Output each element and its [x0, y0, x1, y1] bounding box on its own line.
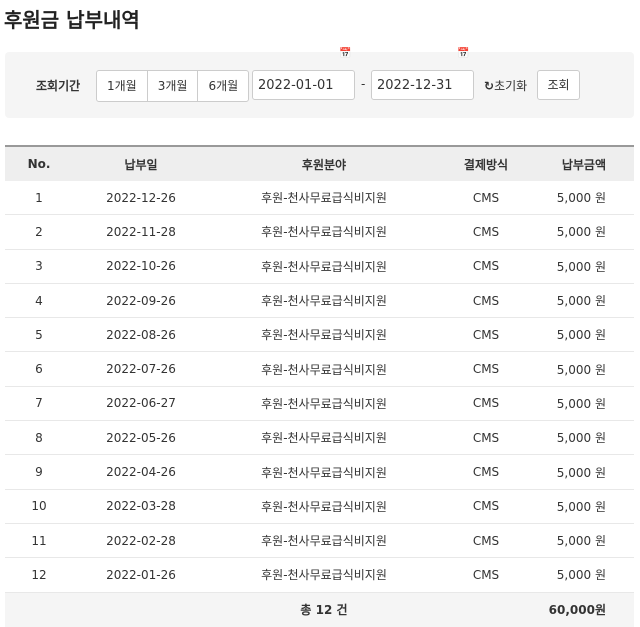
row-date: 2022-05-26: [73, 420, 209, 456]
row-amount: 5,000 원: [533, 181, 634, 216]
row-payment-method: CMS: [439, 317, 533, 353]
row-amount: 5,000 원: [533, 317, 634, 353]
row-amount: 5,000 원: [533, 489, 634, 524]
row-payment-method: CMS: [439, 523, 533, 559]
calendar-icon[interactable]: 📅: [339, 48, 352, 59]
row-payment-method: CMS: [439, 181, 533, 216]
row-amount: 5,000 원: [533, 249, 634, 284]
row-no: 10: [5, 489, 73, 524]
header-no: No.: [5, 146, 73, 181]
row-no: 12: [5, 557, 73, 593]
table-row: 6 2022-07-26 후원-천사무료급식비지원 CMS 5,000 원: [5, 351, 634, 387]
reset-button[interactable]: ↻초기화: [484, 77, 527, 94]
row-category: 후원-천사무료급식비지원: [209, 283, 439, 319]
row-category: 후원-천사무료급식비지원: [209, 489, 439, 524]
row-no: 5: [5, 317, 73, 353]
table-footer-row: 총 12 건 60,000원: [5, 592, 634, 627]
row-category: 후원-천사무료급식비지원: [209, 317, 439, 353]
row-date: 2022-03-28: [73, 489, 209, 524]
period-button-group: 1개월 3개월 6개월: [96, 70, 250, 102]
row-payment-method: CMS: [439, 489, 533, 524]
row-category: 후원-천사무료급식비지원: [209, 454, 439, 490]
period-3-month-button[interactable]: 3개월: [148, 71, 199, 101]
total-count: 총 12 건: [209, 592, 439, 627]
table-row: 5 2022-08-26 후원-천사무료급식비지원 CMS 5,000 원: [5, 317, 634, 353]
row-payment-method: CMS: [439, 386, 533, 422]
row-payment-method: CMS: [439, 557, 533, 593]
search-button[interactable]: 조회: [537, 70, 580, 100]
row-amount: 5,000 원: [533, 523, 634, 559]
row-amount: 5,000 원: [533, 283, 634, 319]
row-amount: 5,000 원: [533, 557, 634, 593]
row-payment-method: CMS: [439, 283, 533, 319]
header-date: 납부일: [73, 146, 209, 181]
row-amount: 5,000 원: [533, 214, 634, 250]
row-amount: 5,000 원: [533, 454, 634, 490]
date-separator: -: [361, 77, 366, 91]
row-category: 후원-천사무료급식비지원: [209, 214, 439, 250]
row-category: 후원-천사무료급식비지원: [209, 181, 439, 216]
table-row: 1 2022-12-26 후원-천사무료급식비지원 CMS 5,000 원: [5, 181, 634, 216]
table-row: 11 2022-02-28 후원-천사무료급식비지원 CMS 5,000 원: [5, 523, 634, 559]
row-no: 2: [5, 214, 73, 250]
period-1-month-button[interactable]: 1개월: [97, 71, 148, 101]
row-no: 3: [5, 249, 73, 284]
row-payment-method: CMS: [439, 454, 533, 490]
row-payment-method: CMS: [439, 420, 533, 456]
row-category: 후원-천사무료급식비지원: [209, 386, 439, 422]
row-no: 8: [5, 420, 73, 456]
row-date: 2022-11-28: [73, 214, 209, 250]
row-category: 후원-천사무료급식비지원: [209, 420, 439, 456]
row-amount: 5,000 원: [533, 386, 634, 422]
table-row: 8 2022-05-26 후원-천사무료급식비지원 CMS 5,000 원: [5, 420, 634, 456]
row-date: 2022-09-26: [73, 283, 209, 319]
row-no: 9: [5, 454, 73, 490]
row-date: 2022-02-28: [73, 523, 209, 559]
row-payment-method: CMS: [439, 249, 533, 284]
header-payment-method: 결제방식: [439, 146, 533, 181]
payment-table: No. 납부일 후원분야 결제방식 납부금액 1 2022-12-26 후원-천사무…: [5, 145, 634, 627]
row-category: 후원-천사무료급식비지원: [209, 351, 439, 387]
row-no: 4: [5, 283, 73, 319]
end-date-input[interactable]: [371, 70, 474, 100]
table-row: 2 2022-11-28 후원-천사무료급식비지원 CMS 5,000 원: [5, 214, 634, 250]
refresh-icon: ↻: [484, 79, 495, 93]
row-no: 1: [5, 181, 73, 216]
header-amount: 납부금액: [533, 146, 634, 181]
row-category: 후원-천사무료급식비지원: [209, 557, 439, 593]
table-row: 12 2022-01-26 후원-천사무료급식비지원 CMS 5,000 원: [5, 557, 634, 593]
row-no: 11: [5, 523, 73, 559]
total-amount: 60,000원: [533, 592, 634, 627]
row-date: 2022-07-26: [73, 351, 209, 387]
row-amount: 5,000 원: [533, 420, 634, 456]
page-title: 후원금 납부내역: [4, 8, 140, 32]
reset-label: 초기화: [494, 79, 528, 93]
row-no: 6: [5, 351, 73, 387]
row-date: 2022-12-26: [73, 181, 209, 216]
table-row: 4 2022-09-26 후원-천사무료급식비지원 CMS 5,000 원: [5, 283, 634, 319]
row-amount: 5,000 원: [533, 351, 634, 387]
table-row: 10 2022-03-28 후원-천사무료급식비지원 CMS 5,000 원: [5, 489, 634, 524]
table-row: 3 2022-10-26 후원-천사무료급식비지원 CMS 5,000 원: [5, 249, 634, 284]
header-category: 후원분야: [209, 146, 439, 181]
calendar-icon[interactable]: 📅: [457, 48, 470, 59]
table-row: 9 2022-04-26 후원-천사무료급식비지원 CMS 5,000 원: [5, 454, 634, 490]
row-date: 2022-10-26: [73, 249, 209, 284]
row-date: 2022-08-26: [73, 317, 209, 353]
table-row: 7 2022-06-27 후원-천사무료급식비지원 CMS 5,000 원: [5, 386, 634, 422]
row-no: 7: [5, 386, 73, 422]
row-category: 후원-천사무료급식비지원: [209, 249, 439, 284]
row-payment-method: CMS: [439, 214, 533, 250]
row-category: 후원-천사무료급식비지원: [209, 523, 439, 559]
row-payment-method: CMS: [439, 351, 533, 387]
table-header-row: No. 납부일 후원분야 결제방식 납부금액: [5, 146, 634, 181]
period-label: 조회기간: [36, 79, 81, 93]
row-date: 2022-01-26: [73, 557, 209, 593]
row-date: 2022-06-27: [73, 386, 209, 422]
start-date-input[interactable]: [252, 70, 355, 100]
row-date: 2022-04-26: [73, 454, 209, 490]
period-6-month-button[interactable]: 6개월: [208, 79, 239, 93]
